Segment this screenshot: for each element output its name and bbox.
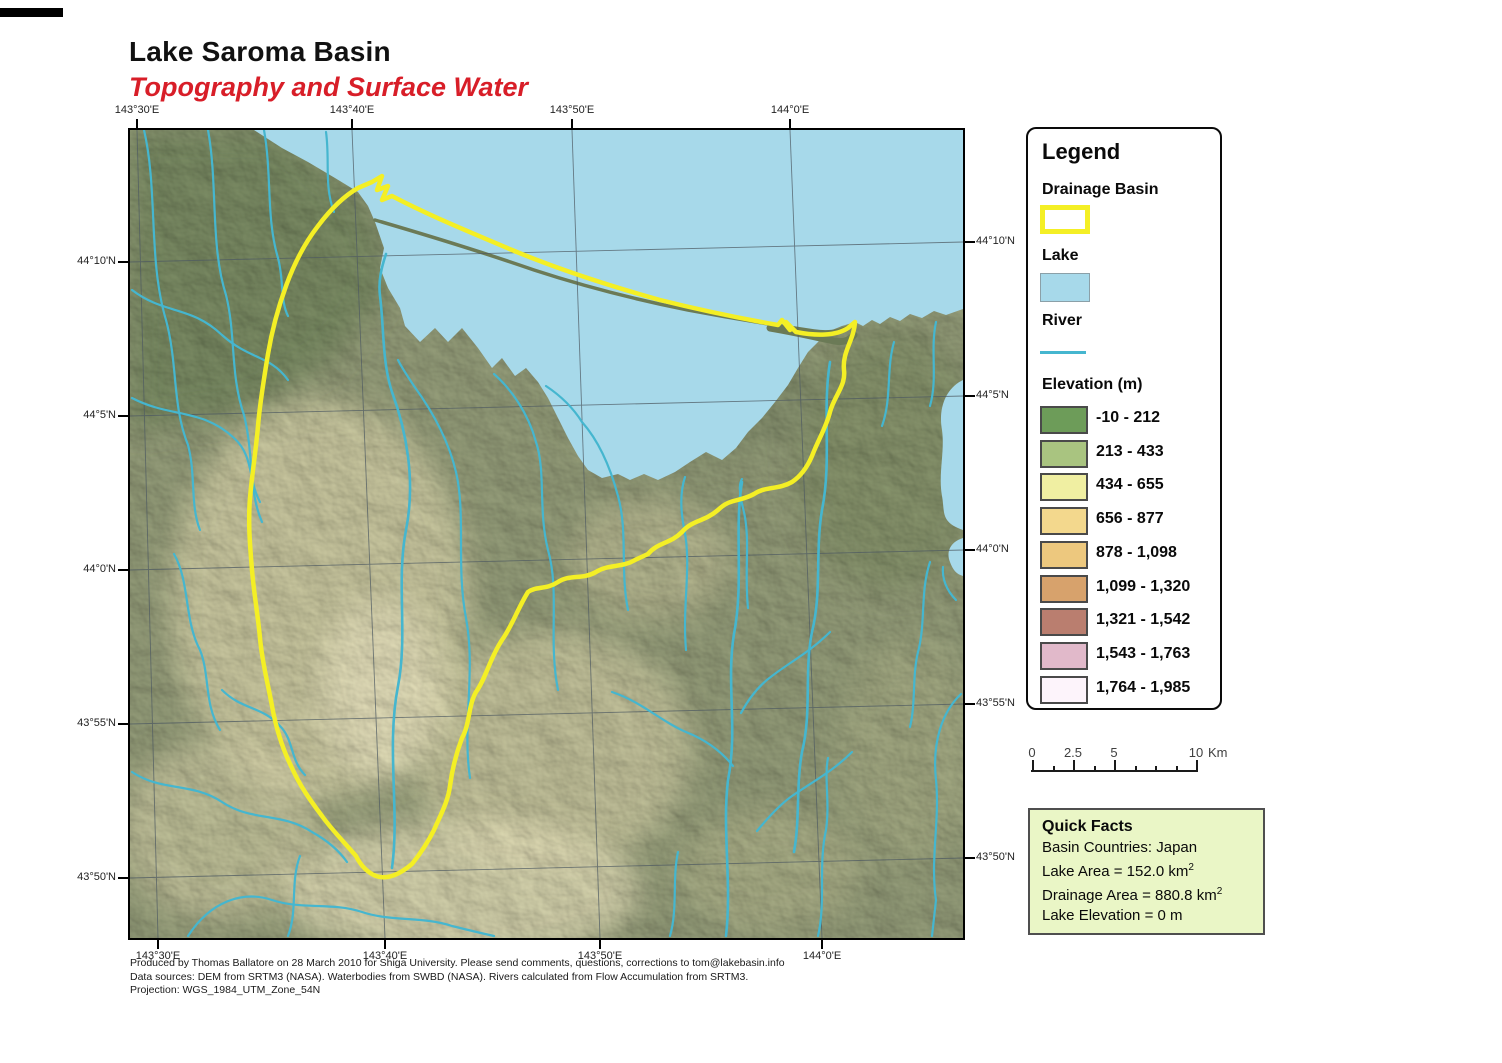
grid-tick-bottom <box>157 939 159 949</box>
grid-tick-top <box>136 119 138 129</box>
grid-label-right: 44°0'N <box>976 543 1009 555</box>
grid-tick-left <box>118 877 128 879</box>
elevation-swatch <box>1040 574 1088 603</box>
grid-tick-top <box>571 119 573 129</box>
grid-tick-left <box>118 261 128 263</box>
legend-panel: Legend Drainage Basin Lake River Elevati… <box>1026 127 1222 710</box>
lake-swatch <box>1040 273 1090 302</box>
elevation-range-label: 213 - 433 <box>1096 442 1164 460</box>
elevation-range-label: 878 - 1,098 <box>1096 543 1177 561</box>
page-title: Lake Saroma Basin <box>129 36 391 67</box>
grid-label-left: 43°50'N <box>77 871 116 883</box>
drainage-basin-outline <box>246 173 858 880</box>
grid-label-right: 44°10'N <box>976 235 1015 247</box>
grid-tick-bottom <box>821 939 823 949</box>
grid-label-top: 143°30'E <box>114 104 160 116</box>
grid-label-top: 144°0'E <box>770 104 810 116</box>
elevation-swatch <box>1040 439 1088 468</box>
scale-tick <box>1073 760 1075 772</box>
grid-tick-left <box>118 415 128 417</box>
elevation-range-label: 1,099 - 1,320 <box>1096 577 1191 595</box>
elevation-range-label: 656 - 877 <box>1096 510 1164 528</box>
elevation-swatch <box>1040 406 1088 434</box>
scale-label-2-5: 2.5 <box>1063 745 1083 760</box>
quick-facts-lake-elevation: Lake Elevation = 0 m <box>1042 907 1183 924</box>
elevation-range-label: 1,543 - 1,763 <box>1096 644 1191 662</box>
graticule <box>130 130 963 938</box>
legend-lake-label: Lake <box>1042 247 1079 264</box>
legend-river-label: River <box>1042 312 1083 329</box>
scale-tick <box>1135 766 1137 772</box>
grid-tick-right <box>965 241 975 243</box>
scale-label-10: 10 <box>1188 745 1204 760</box>
grid-tick-left <box>118 723 128 725</box>
map-artwork <box>130 130 963 938</box>
grid-label-bottom: 143°30'E <box>135 950 181 962</box>
scale-tick <box>1094 766 1096 772</box>
grid-tick-right <box>965 549 975 551</box>
scale-tick <box>1114 760 1116 772</box>
grid-label-right: 44°5'N <box>976 389 1009 401</box>
scale-tick <box>1032 760 1034 772</box>
map-canvas[interactable] <box>128 128 965 940</box>
grid-label-top: 143°40'E <box>329 104 375 116</box>
grid-label-left: 44°5'N <box>83 409 116 421</box>
elevation-swatch <box>1040 540 1088 569</box>
elevation-range-label: 1,321 - 1,542 <box>1096 611 1191 629</box>
grid-label-bottom: 144°0'E <box>802 950 842 962</box>
elevation-swatch <box>1040 473 1088 502</box>
grid-tick-right <box>965 703 975 705</box>
quick-facts-basin-countries: Basin Countries: Japan <box>1042 839 1198 856</box>
page-subtitle: Topography and Surface Water <box>129 72 529 102</box>
quick-facts-drainage-area: Drainage Area = 880.8 km2 <box>1042 886 1223 904</box>
footer-credits: Produced by Thomas Ballatore on 28 March… <box>130 957 785 998</box>
grid-tick-top <box>351 119 353 129</box>
grid-tick-right <box>965 857 975 859</box>
elevation-swatch <box>1040 675 1088 704</box>
grid-label-bottom: 143°40'E <box>362 950 408 962</box>
grid-tick-right <box>965 395 975 397</box>
sea-and-lake <box>254 130 963 480</box>
legend-title: Legend <box>1042 139 1121 164</box>
grid-label-top: 143°50'E <box>549 104 595 116</box>
grid-tick-top <box>789 119 791 129</box>
elevation-swatch <box>1040 507 1088 536</box>
elevation-range-label: -10 - 212 <box>1096 409 1161 426</box>
grid-label-left: 43°55'N <box>77 717 116 729</box>
sea-inlet-east <box>940 380 963 530</box>
grid-tick-left <box>118 569 128 571</box>
scale-tick <box>1155 766 1157 772</box>
quick-facts-panel: Quick Facts Basin Countries: Japan Lake … <box>1028 808 1265 935</box>
grid-label-left: 44°10'N <box>77 255 116 267</box>
footer-line-2: Data sources: DEM from SRTM3 (NASA). Wat… <box>130 970 749 983</box>
sea-inlet-east-small <box>948 538 963 576</box>
elevation-range-label: 434 - 655 <box>1096 476 1164 494</box>
scale-label-5: 5 <box>1110 745 1118 760</box>
legend-drainage-basin-label: Drainage Basin <box>1042 181 1159 198</box>
legend-elevation-label: Elevation (m) <box>1042 376 1143 393</box>
quick-facts-title: Quick Facts <box>1042 818 1133 835</box>
elevation-range-label: 1,764 - 1,985 <box>1096 678 1191 696</box>
scale-label-0: 0 <box>1028 745 1036 760</box>
grid-label-left: 44°0'N <box>83 563 116 575</box>
scale-tick <box>1176 766 1178 772</box>
grid-label-right: 43°55'N <box>976 697 1015 709</box>
grid-label-right: 43°50'N <box>976 851 1015 863</box>
neatline-artifact <box>0 8 63 17</box>
quick-facts-lake-area: Lake Area = 152.0 km2 <box>1042 862 1194 880</box>
elevation-swatch <box>1040 608 1088 637</box>
elevation-swatch <box>1040 641 1088 670</box>
river-swatch <box>1040 351 1086 354</box>
grid-tick-bottom <box>384 939 386 949</box>
drainage-basin-swatch <box>1040 205 1090 234</box>
grid-label-bottom: 143°50'E <box>577 950 623 962</box>
scale-tick <box>1053 766 1055 772</box>
footer-line-1: Produced by Thomas Ballatore on 28 March… <box>130 957 785 969</box>
grid-tick-bottom <box>599 939 601 949</box>
footer-line-3: Projection: WGS_1984_UTM_Zone_54N <box>130 984 321 996</box>
scale-tick <box>1196 760 1198 772</box>
scale-unit: Km <box>1208 745 1228 760</box>
